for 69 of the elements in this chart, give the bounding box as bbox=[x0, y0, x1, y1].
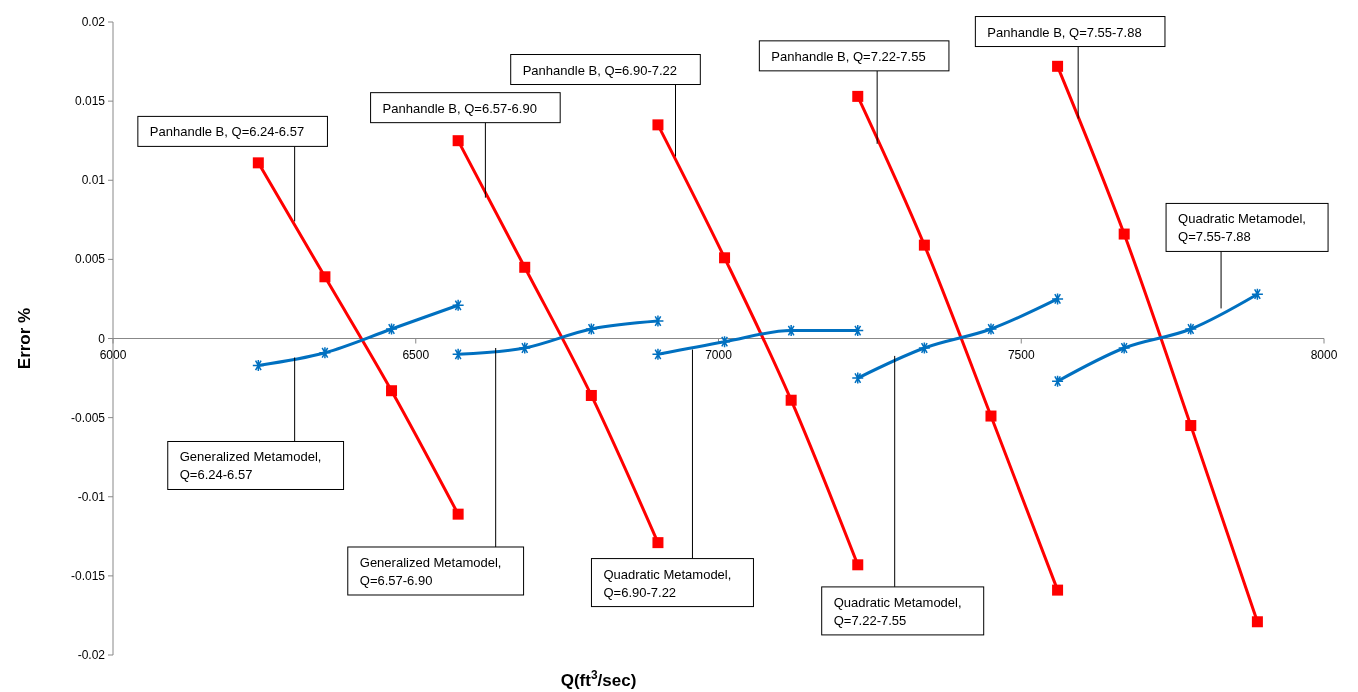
point bbox=[319, 271, 331, 283]
annotation: Panhandle B, Q=6.24-6.57 bbox=[149, 124, 305, 140]
annotation: Quadratic Metamodel, Q=7.22-7.55 bbox=[833, 594, 962, 628]
x-tick-label: 7000 bbox=[705, 347, 733, 362]
y-tick-label: 0.01 bbox=[81, 173, 106, 188]
point bbox=[852, 559, 864, 571]
y-tick-label: 0 bbox=[98, 331, 106, 346]
point bbox=[652, 537, 664, 549]
point bbox=[385, 322, 398, 336]
point bbox=[1185, 420, 1197, 432]
point bbox=[918, 341, 931, 355]
callout-box: Panhandle B, Q=7.55-7.88 bbox=[974, 16, 1166, 120]
point bbox=[1251, 287, 1264, 301]
point bbox=[1051, 292, 1064, 306]
y-tick-label: -0.015 bbox=[70, 568, 106, 583]
y-tick-label: -0.005 bbox=[70, 410, 106, 425]
point bbox=[652, 119, 664, 131]
x-tick-label: 8000 bbox=[1310, 347, 1338, 362]
point bbox=[1052, 60, 1064, 72]
x-axis-title: Q(ft$^{3}$/sec) bbox=[560, 668, 637, 690]
point bbox=[719, 252, 731, 264]
point bbox=[1118, 228, 1130, 240]
point bbox=[718, 335, 731, 348]
callout-box: Quadratic Metamodel, Q=7.22-7.55 bbox=[821, 355, 985, 636]
point bbox=[785, 394, 797, 406]
point bbox=[451, 299, 465, 312]
annotation: Quadratic Metamodel, Q=6.90-7.22 bbox=[603, 566, 732, 600]
point bbox=[1184, 322, 1198, 336]
point bbox=[252, 359, 265, 372]
annotation: Generalized Metamodel, Q=6.24-6.57 bbox=[179, 449, 322, 483]
point bbox=[852, 90, 864, 102]
x-tick-label: 6500 bbox=[402, 347, 430, 362]
point bbox=[452, 135, 464, 147]
y-tick-label: 0.005 bbox=[74, 252, 106, 267]
annotation: Panhandle B, Q=6.90-7.22 bbox=[522, 62, 678, 78]
y-tick-label: -0.02 bbox=[77, 648, 106, 662]
annotation: Panhandle B, Q=7.55-7.88 bbox=[987, 24, 1142, 40]
point bbox=[1051, 374, 1064, 388]
y-tick-label: -0.01 bbox=[77, 489, 106, 504]
annotation: Generalized Metamodel, Q=6.57-6.90 bbox=[359, 554, 502, 588]
x-tick-label: 6000 bbox=[99, 347, 127, 362]
annotation: Panhandle B, Q=7.22-7.55 bbox=[771, 48, 926, 64]
callout-box: Panhandle B, Q=6.57-6.90 bbox=[370, 92, 561, 199]
point bbox=[1052, 584, 1064, 596]
point bbox=[386, 385, 398, 397]
y-axis-title: Error % bbox=[15, 307, 34, 370]
point bbox=[252, 157, 264, 169]
point bbox=[985, 410, 997, 422]
callout-box: Panhandle B, Q=6.24-6.57 bbox=[137, 115, 328, 222]
point bbox=[518, 341, 531, 355]
point bbox=[452, 508, 464, 520]
point bbox=[318, 346, 332, 359]
callout-box: Generalized Metamodel, Q=6.24-6.57 bbox=[167, 357, 345, 490]
point bbox=[984, 322, 998, 336]
x-tick-label: 7500 bbox=[1007, 347, 1035, 362]
point bbox=[851, 371, 865, 385]
point bbox=[651, 348, 665, 361]
point bbox=[585, 389, 597, 401]
point bbox=[1251, 616, 1263, 628]
annotation: Panhandle B, Q=6.57-6.90 bbox=[382, 100, 537, 116]
annotation: Quadratic Metamodel, Q=7.55-7.88 bbox=[1178, 211, 1306, 245]
y-tick-label: 0.02 bbox=[81, 15, 106, 29]
callout-box: Quadratic Metamodel, Q=7.55-7.88 bbox=[1165, 202, 1329, 309]
y-tick-label: 0.015 bbox=[74, 94, 106, 109]
point bbox=[918, 239, 930, 251]
point bbox=[585, 322, 598, 336]
point bbox=[519, 261, 531, 273]
callout-box: Panhandle B, Q=7.22-7.55 bbox=[758, 40, 950, 145]
point bbox=[1117, 341, 1131, 355]
